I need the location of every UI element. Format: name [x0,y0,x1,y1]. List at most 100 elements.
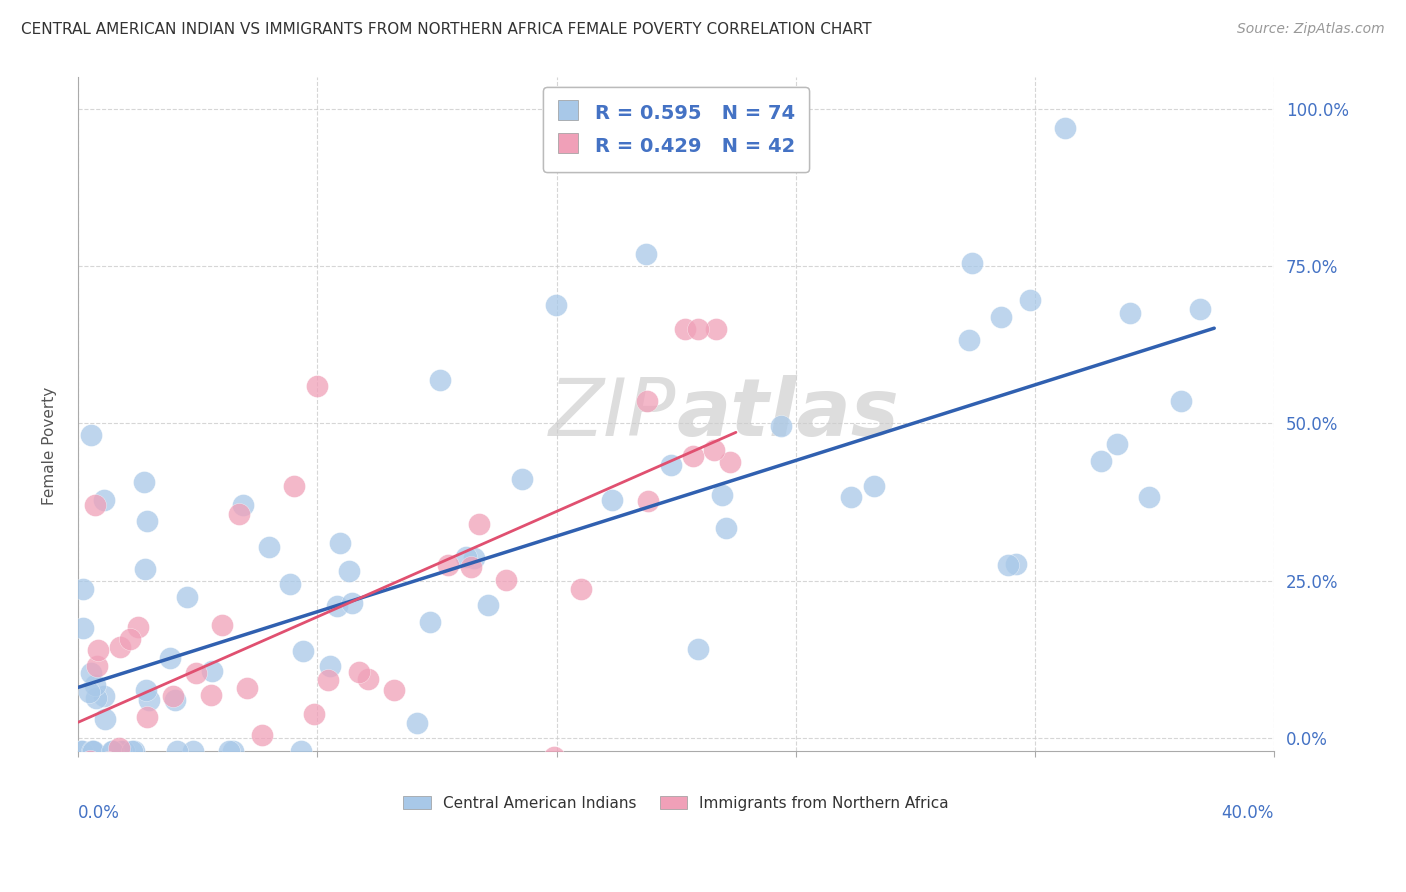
Point [711,488,734,502]
Point [704,322,727,336]
Point [957,333,980,347]
Point [143,763,166,777]
Point [70,743,93,757]
Point [468,517,491,532]
Point [162,689,184,703]
Point [72,621,94,635]
Point [101,743,124,757]
Point [437,558,460,572]
Point [165,693,187,707]
Point [82,743,104,757]
Point [703,443,725,458]
Text: Source: ZipAtlas.com: Source: ZipAtlas.com [1237,22,1385,37]
Point [94,712,117,726]
Point [112,743,135,757]
Point [79,754,101,768]
Point [181,743,204,757]
Point [1189,302,1212,317]
Point [136,515,159,529]
Point [495,574,517,588]
Point [166,743,188,757]
Point [429,373,451,387]
Point [1019,293,1042,308]
Point [134,562,156,576]
Point [80,756,103,770]
Point [636,394,658,409]
Point [82,743,104,757]
Point [463,550,485,565]
Point [108,740,131,755]
Point [863,479,886,493]
Point [636,246,658,260]
Point [716,520,738,534]
Point [600,492,623,507]
Point [349,665,371,680]
Point [340,596,363,610]
Point [337,564,360,578]
Point [80,427,103,442]
Point [278,576,301,591]
Text: CENTRAL AMERICAN INDIAN VS IMMIGRANTS FROM NORTHERN AFRICA FEMALE POVERTY CORREL: CENTRAL AMERICAN INDIAN VS IMMIGRANTS FR… [21,22,872,37]
Point [135,683,157,698]
Point [70,763,93,777]
Point [218,743,240,757]
Point [659,458,682,472]
Point [292,644,315,658]
Point [382,683,405,698]
Point [960,256,983,270]
Point [127,620,149,634]
Point [510,472,533,486]
Point [103,743,125,757]
Text: ZIP: ZIP [548,375,676,453]
Point [252,727,274,741]
Point [546,298,568,312]
Point [682,449,704,463]
Point [138,693,160,707]
Point [84,498,107,512]
Point [236,681,259,695]
Point [200,688,222,702]
Text: 0.0%: 0.0% [79,805,120,822]
Point [129,763,152,777]
Point [405,716,427,731]
Point [132,475,155,489]
Point [543,750,565,764]
Point [176,590,198,604]
Point [326,599,349,613]
Point [302,707,325,722]
Point [79,685,101,699]
Point [997,558,1019,573]
Point [82,743,104,757]
Point [770,419,793,434]
Point [1137,491,1160,505]
Point [222,743,245,757]
Point [84,690,107,705]
Point [228,507,250,521]
Point [1119,306,1142,320]
Point [283,479,305,493]
Point [80,665,103,680]
Point [118,632,141,646]
Point [1090,454,1112,468]
Point [1004,558,1026,572]
Point [201,664,224,678]
Point [93,689,115,703]
Point [460,560,482,574]
Point [319,659,342,673]
Point [232,498,254,512]
Point [86,658,108,673]
Point [290,743,312,757]
Point [72,582,94,596]
Point [122,743,145,757]
Point [329,536,352,550]
Point [186,666,208,681]
Point [108,640,131,655]
Point [454,549,477,564]
Point [686,641,709,656]
Point [673,322,696,336]
Point [357,672,380,686]
Point [136,710,159,724]
Point [121,743,143,757]
Legend: R = 0.595   N = 74, R = 0.429   N = 42: R = 0.595 N = 74, R = 0.429 N = 42 [543,87,810,171]
Point [93,492,115,507]
